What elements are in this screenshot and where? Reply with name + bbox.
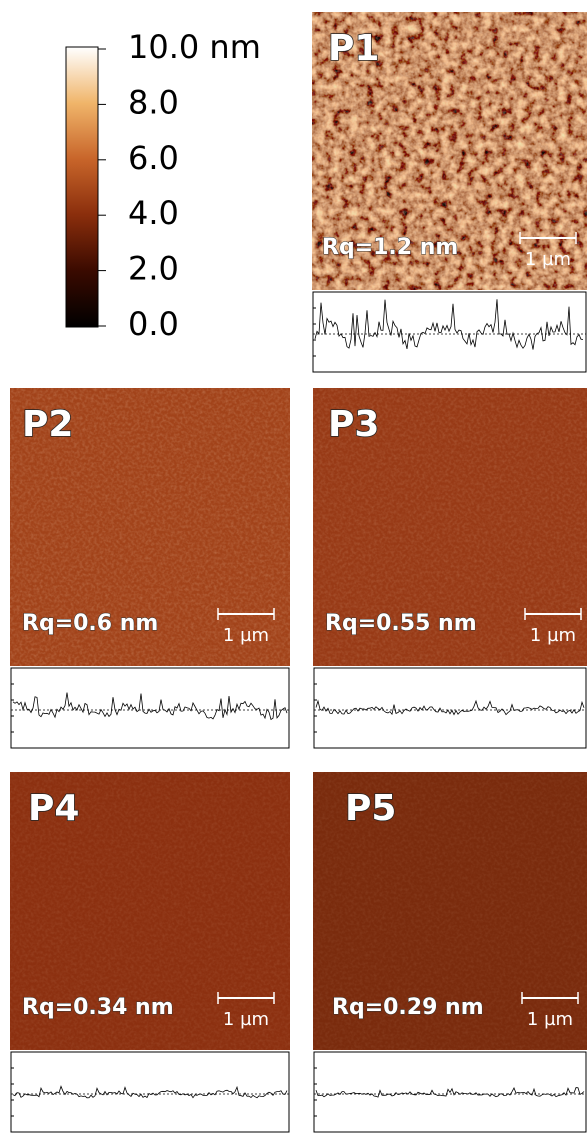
afm-speckle [10, 388, 290, 666]
scale-bar-label: 1 µm [223, 1009, 269, 1030]
scale-bar-label: 1 µm [223, 625, 269, 646]
height-profile [315, 699, 585, 716]
roughness: Rq=0.29 nm [332, 995, 484, 1020]
afm-speckle [10, 772, 290, 1050]
profile-box [10, 667, 290, 749]
tick-label: 10.0 nm [128, 28, 261, 66]
scale-bar-label: 1 µm [525, 249, 571, 270]
profile-box [313, 667, 587, 749]
tick-label: 8.0 [128, 83, 179, 121]
height-profile [315, 1087, 585, 1098]
roughness: Rq=0.34 nm [22, 995, 174, 1020]
afm-speckle [312, 12, 587, 290]
panel-label: P5 [345, 788, 396, 829]
panel-label: P1 [328, 28, 379, 69]
height-profile [12, 1085, 288, 1099]
roughness: Rq=0.6 nm [22, 611, 158, 636]
scale-bar-label: 1 µm [530, 625, 576, 646]
tick-label: 2.0 [128, 250, 179, 288]
profile-box [312, 291, 587, 373]
height-profile [314, 299, 584, 350]
panel-label: P3 [328, 404, 379, 445]
afm-speckle [313, 772, 587, 1050]
afm-speckle [313, 388, 587, 666]
tick-label: 0.0 [128, 305, 179, 343]
colorbar [65, 46, 99, 328]
scale-bar-label: 1 µm [527, 1009, 573, 1030]
roughness: Rq=0.55 nm [325, 611, 477, 636]
height-profile [12, 692, 288, 721]
panel-label: P2 [22, 404, 73, 445]
roughness: Rq=1.2 nm [322, 235, 458, 260]
tick-label: 4.0 [128, 194, 179, 232]
profile-box [10, 1051, 290, 1133]
panel-label: P4 [28, 788, 79, 829]
tick-label: 6.0 [128, 139, 179, 177]
